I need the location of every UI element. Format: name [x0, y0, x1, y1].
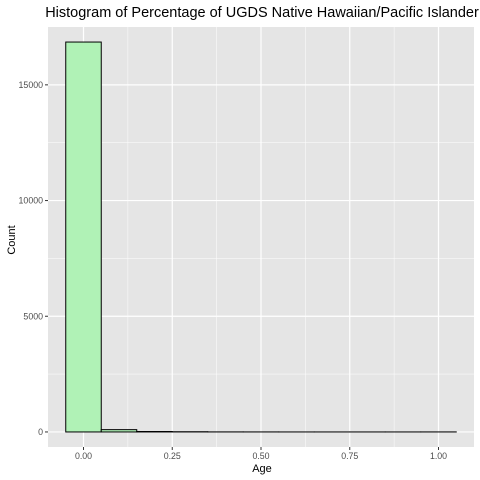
y-axis: 0 5000 10000 15000: [19, 80, 48, 437]
histogram-bar: [65, 41, 102, 433]
histogram-bar: [100, 429, 138, 433]
x-axis: 0.00 0.25 0.50 0.75 1.00: [75, 447, 447, 461]
x-tick-label: 1.00: [430, 451, 447, 461]
chart-title: Histogram of Percentage of UGDS Native H…: [45, 5, 479, 21]
x-axis-title: Age: [252, 463, 272, 475]
y-tick-label: 10000: [19, 196, 44, 206]
histogram-bars: [65, 41, 457, 433]
y-tick-label: 0: [38, 427, 43, 437]
x-tick-label: 0.00: [75, 451, 92, 461]
x-tick-label: 0.25: [164, 451, 181, 461]
y-axis-title: Count: [6, 225, 18, 254]
y-tick-label: 15000: [19, 80, 44, 90]
x-tick-label: 0.75: [341, 451, 358, 461]
x-tick-label: 0.50: [252, 451, 269, 461]
y-tick-label: 5000: [23, 311, 43, 321]
